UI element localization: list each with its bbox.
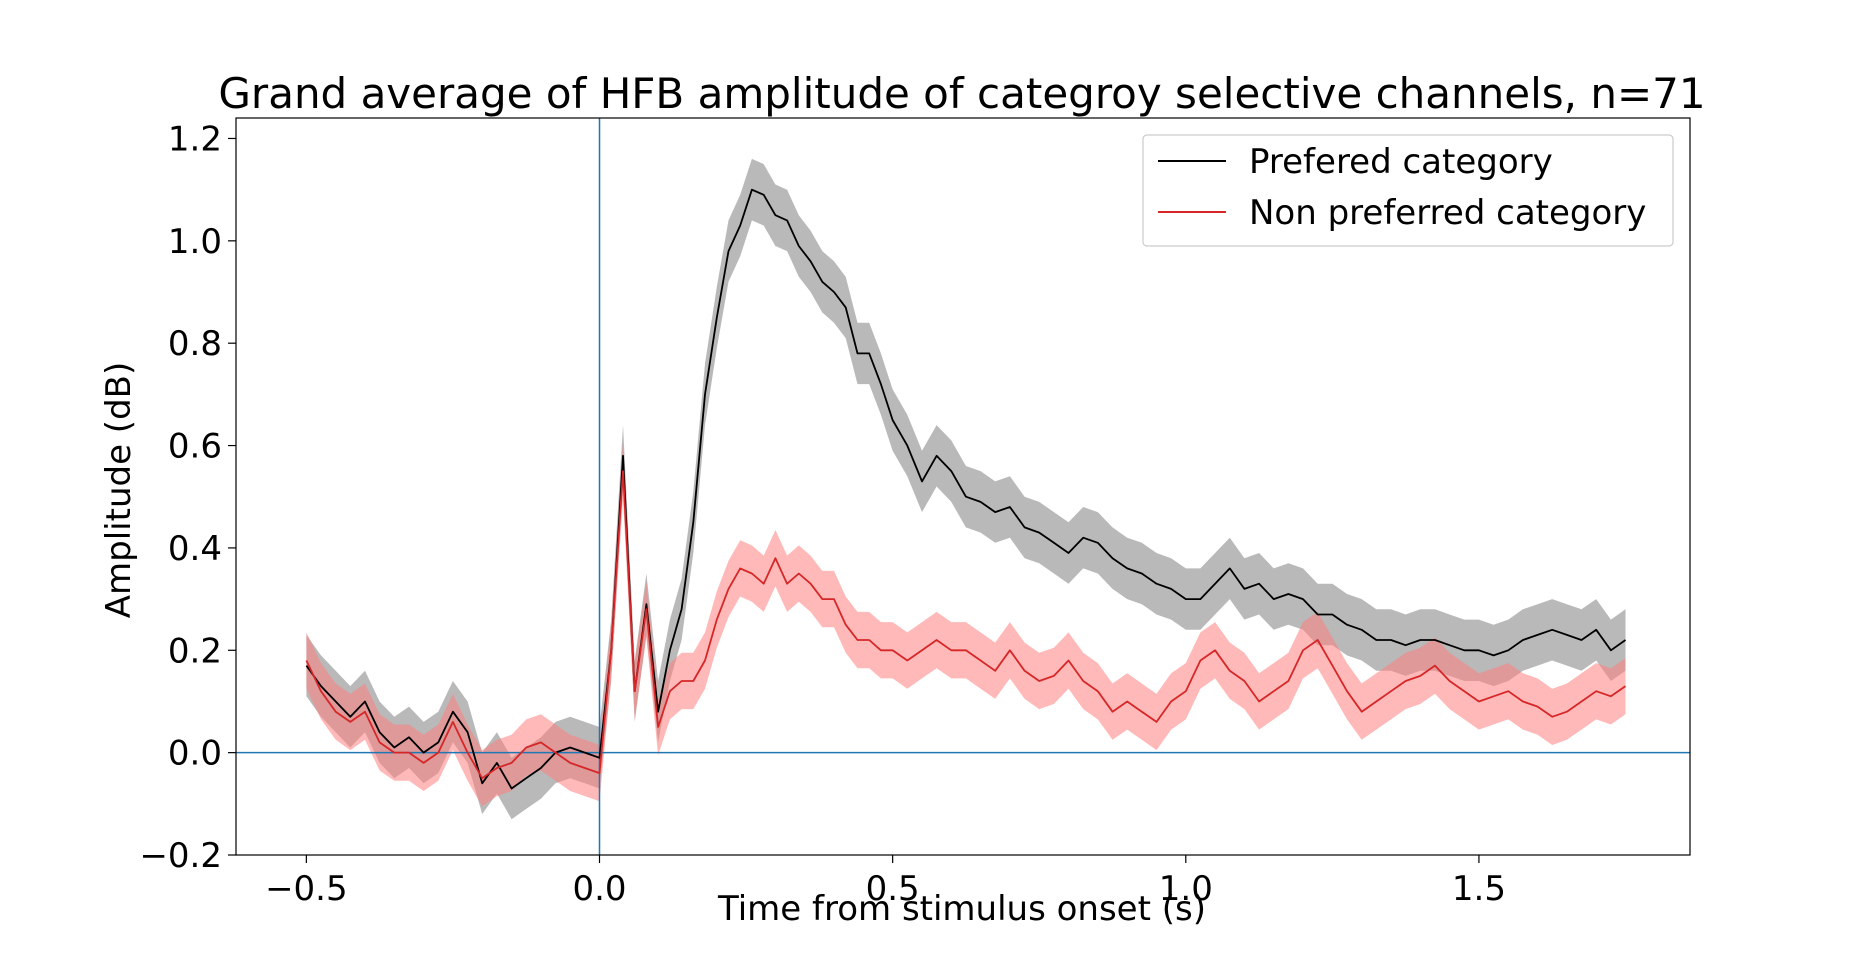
y-tick-label: 1.0	[168, 222, 222, 262]
legend: Prefered category Non preferred category	[1142, 134, 1674, 247]
y-tick-label: 1.2	[168, 119, 222, 159]
y-tick-label: 0.2	[168, 631, 222, 671]
series-line-prefered	[305, 188, 1627, 790]
chart-title: Grand average of HFB amplitude of categr…	[218, 69, 1705, 118]
plot-area	[235, 117, 1691, 856]
y-axis-label: Amplitude (dB)	[99, 362, 139, 618]
y-tick-label: 0.8	[168, 324, 222, 364]
x-tick-label: 1.5	[1452, 869, 1506, 909]
legend-label-non-preferred: Non preferred category	[1249, 193, 1646, 233]
legend-label-prefered: Prefered category	[1249, 142, 1553, 182]
x-tick-label: −0.5	[265, 869, 348, 909]
x-axis-label: Time from stimulus onset (s)	[717, 889, 1206, 929]
series-line-non-preferred	[305, 470, 1627, 780]
x-axis-ticks: −0.5 0.0 0.5 1.0 1.5	[265, 855, 1506, 909]
confidence-bands	[306, 158, 1626, 820]
series-lines	[305, 188, 1627, 790]
x-tick-label: 0.5	[866, 869, 920, 909]
band-prefered	[306, 158, 1626, 820]
y-tick-label: 0.6	[168, 427, 222, 467]
reference-lines	[236, 118, 1690, 855]
y-tick-label: 0.4	[168, 529, 222, 569]
legend-box	[1142, 134, 1674, 247]
x-tick-label: 1.0	[1159, 869, 1213, 909]
plot-frame	[235, 117, 1691, 856]
y-tick-label: −0.2	[139, 836, 222, 876]
y-axis-ticks: −0.2 0.0 0.2 0.4 0.6 0.8 1.0 1.2	[139, 119, 236, 876]
x-tick-label: 0.0	[572, 869, 626, 909]
band-non-preferred	[306, 443, 1626, 807]
y-tick-label: 0.0	[168, 734, 222, 774]
